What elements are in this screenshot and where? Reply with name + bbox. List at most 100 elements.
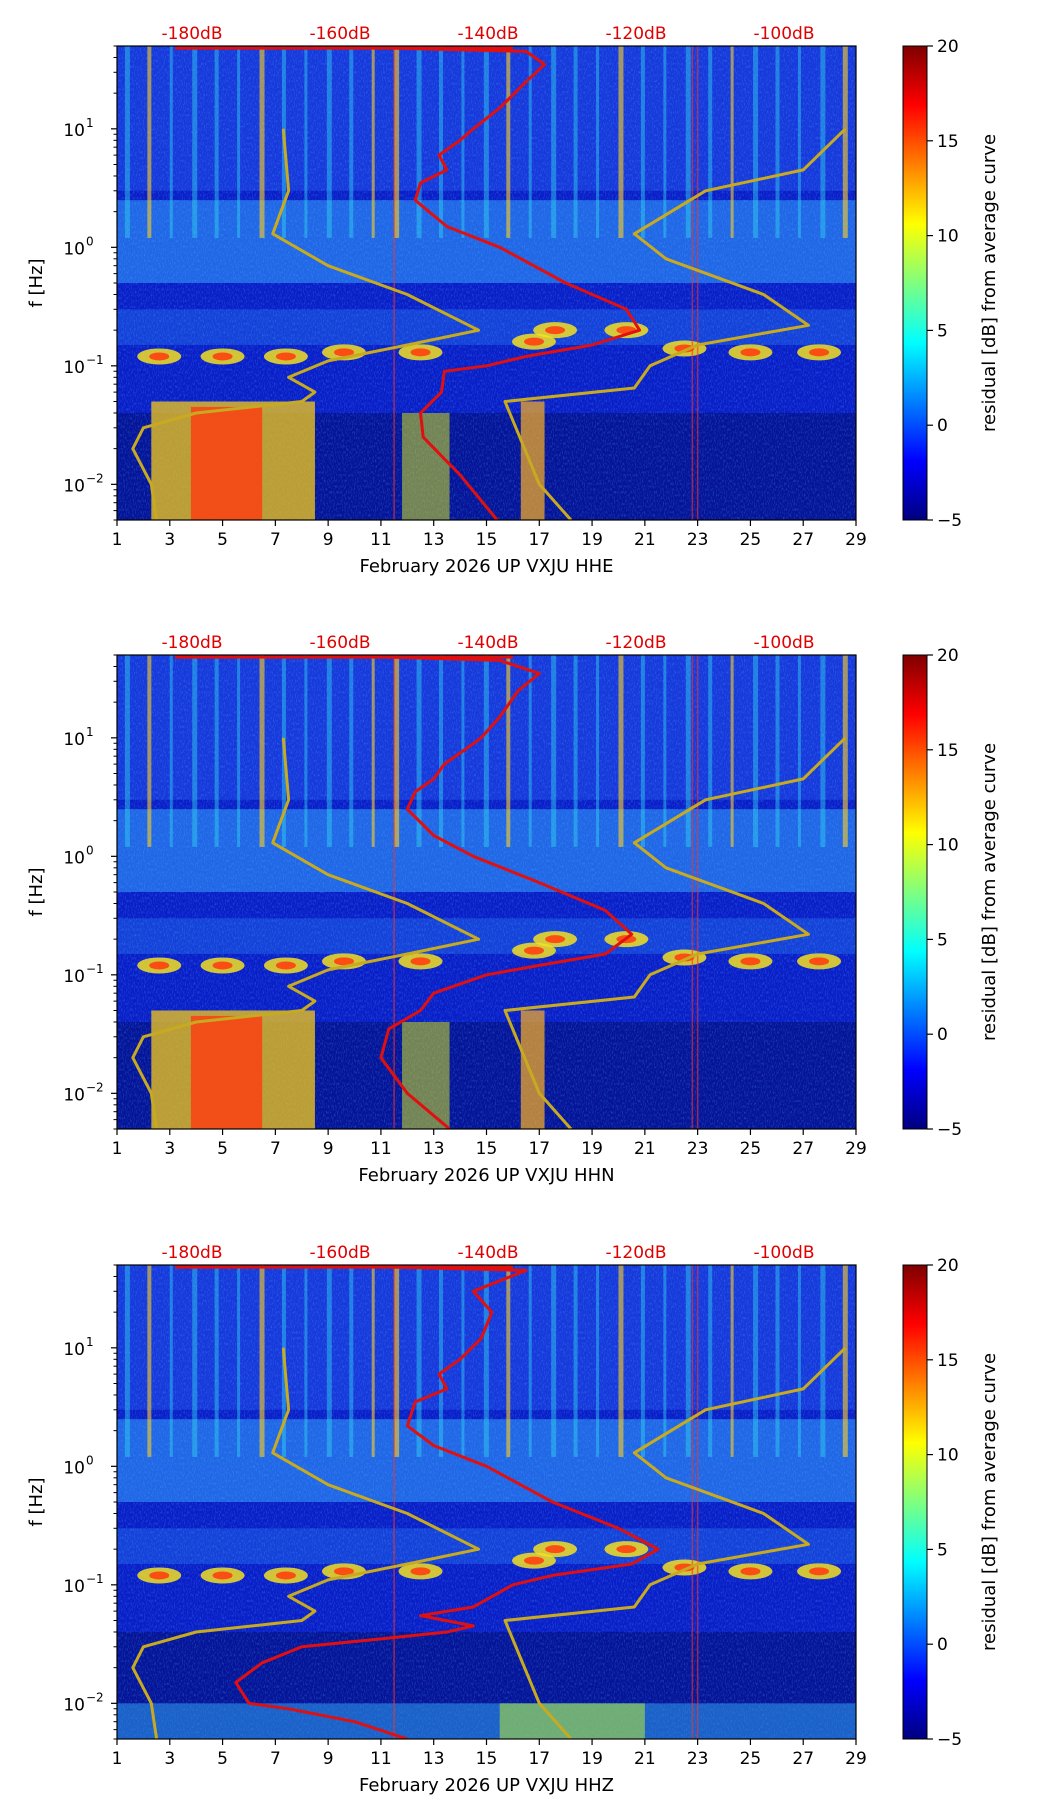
streak: [528, 1265, 532, 1457]
y-tick-exponent: 0: [86, 234, 94, 248]
colorbar-tick-label: 15: [937, 1351, 959, 1371]
y-tick-label: 10: [63, 476, 85, 496]
blob-core: [524, 946, 545, 955]
colorbar-label: residual [dB] from average curve: [979, 1353, 1000, 1651]
psd-curve: [314, 655, 634, 1129]
streak: [573, 1265, 578, 1457]
y-tick-label: 10: [63, 1695, 85, 1715]
x-tick-label: 5: [217, 530, 228, 550]
y-tick-label: 10: [63, 239, 85, 259]
hot-block-3: [520, 401, 545, 520]
db-scale-label: -100dB: [753, 24, 814, 44]
x-tick-label: 23: [687, 530, 709, 550]
x-tick-label: 29: [845, 1139, 867, 1159]
x-axis-label: February 2026 UP VXJU HHN: [358, 1165, 614, 1186]
streak: [461, 46, 465, 238]
streak: [708, 46, 713, 238]
blob-core: [674, 344, 695, 353]
streak: [371, 46, 375, 238]
blob-core: [410, 1567, 431, 1576]
blob-core: [410, 348, 431, 357]
db-scale-label: -180dB: [161, 1243, 222, 1263]
hot-core: [190, 1015, 263, 1129]
streak: [685, 655, 691, 847]
db-scale-label: -100dB: [753, 633, 814, 653]
streak: [708, 655, 713, 847]
streak: [371, 1265, 375, 1457]
x-tick-label: 13: [423, 1139, 445, 1159]
streak: [438, 46, 443, 238]
streak: [483, 46, 489, 238]
blob-core: [740, 1567, 761, 1576]
streak: [506, 655, 511, 847]
colorbar-tick-label: 20: [937, 37, 959, 57]
x-tick-label: 9: [323, 1749, 334, 1769]
y-tick-exponent: 0: [86, 843, 94, 857]
noise-model-high: [503, 736, 847, 1129]
colorbar-tick-label: −5: [937, 1730, 962, 1750]
blob-core: [212, 1571, 233, 1580]
streak: [573, 655, 578, 847]
y-tick-exponent: 1: [86, 725, 94, 739]
db-scale-label: -120dB: [605, 1243, 666, 1263]
streak: [349, 655, 354, 847]
noise-model-low: [131, 128, 481, 520]
blob-core: [333, 957, 354, 966]
streak: [753, 655, 759, 847]
streak: [259, 46, 265, 238]
y-tick-exponent: −1: [86, 1572, 104, 1586]
x-tick-label: 19: [581, 530, 603, 550]
y-tick-exponent: −1: [86, 962, 104, 976]
blob-core: [616, 1545, 637, 1554]
streak: [214, 46, 219, 238]
streak: [371, 655, 375, 847]
streak: [775, 655, 780, 847]
streak: [416, 1265, 422, 1457]
x-tick-label: 3: [164, 1749, 175, 1769]
blob-core: [809, 1567, 830, 1576]
streak: [259, 655, 265, 847]
streak: [394, 1265, 400, 1457]
streak: [192, 46, 198, 238]
streak: [797, 1265, 801, 1457]
blob-core: [809, 348, 830, 357]
x-tick-label: 23: [687, 1749, 709, 1769]
x-tick-label: 7: [270, 530, 281, 550]
streak: [461, 1265, 465, 1457]
low-band-z: [117, 1703, 856, 1739]
heatmap-layer: [117, 1265, 856, 1739]
heatmap-layer: [117, 46, 856, 520]
streak: [618, 46, 624, 238]
x-tick-label: 19: [581, 1139, 603, 1159]
colorbar-tick-label: 10: [937, 227, 959, 247]
colorbar-tick-label: −5: [937, 511, 962, 531]
colorbar-tick-label: 5: [937, 930, 948, 950]
streak: [596, 655, 600, 847]
db-scale-label: -140dB: [457, 1243, 518, 1263]
noise-model-high: [503, 127, 847, 520]
streak: [730, 46, 734, 238]
streak: [842, 1265, 848, 1457]
streak: [304, 655, 308, 847]
x-tick-label: 29: [845, 530, 867, 550]
colorbar-tick-label: 10: [937, 1446, 959, 1466]
blob-core: [149, 352, 170, 361]
blob-core: [674, 1563, 695, 1572]
x-tick-label: 5: [217, 1139, 228, 1159]
x-tick-label: 1: [112, 1139, 123, 1159]
x-tick-label: 29: [845, 1749, 867, 1769]
y-tick-label: 10: [63, 358, 85, 378]
streak: [753, 1265, 759, 1457]
x-tick-label: 15: [476, 530, 498, 550]
colorbar-tick-label: 15: [937, 132, 959, 152]
streak: [416, 46, 422, 238]
streak: [304, 1265, 308, 1457]
streak: [326, 46, 332, 238]
x-tick-label: 21: [634, 530, 656, 550]
db-scale-label: -160dB: [309, 24, 370, 44]
streak: [730, 1265, 734, 1457]
y-tick-label: 10: [63, 848, 85, 868]
streak: [663, 655, 667, 847]
